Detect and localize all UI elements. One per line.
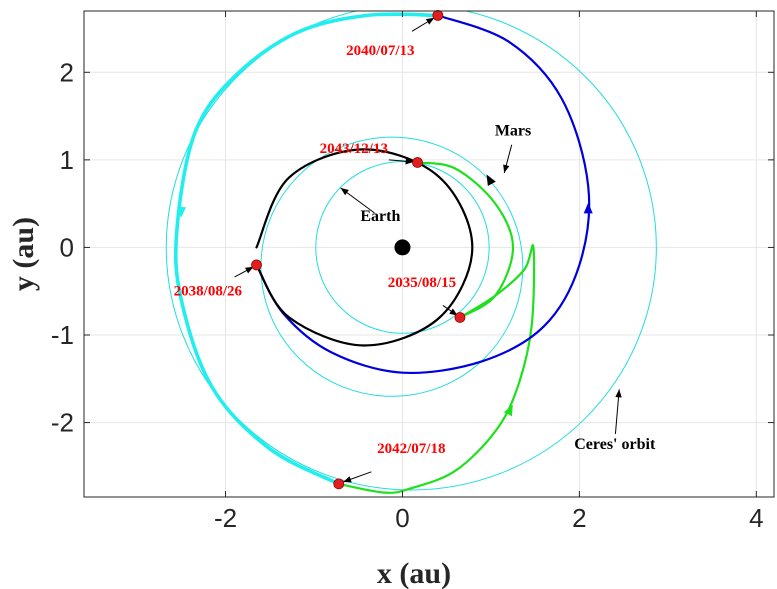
ceres-orbit bbox=[165, 11, 657, 491]
event-date-label: 2043/12/13 bbox=[320, 141, 388, 157]
annotation-label: Mars bbox=[495, 122, 531, 139]
event-point bbox=[454, 312, 466, 323]
transfer-legs bbox=[173, 12, 593, 494]
y-axis-label: y (au) bbox=[7, 217, 40, 291]
annotations: Earth Mars Ceres' orbit bbox=[340, 122, 656, 453]
y-tick-label: -1 bbox=[51, 320, 74, 350]
event-date-label: 2040/07/13 bbox=[346, 43, 414, 59]
event-arrow-head bbox=[425, 17, 435, 25]
event-point bbox=[412, 157, 423, 168]
earth-orbit bbox=[315, 161, 490, 334]
transfer-leg-4-arrow bbox=[486, 174, 496, 187]
event-date-label: 2042/07/18 bbox=[377, 441, 445, 457]
annotation-arrow-head bbox=[340, 187, 349, 196]
sun-marker bbox=[394, 239, 411, 256]
event-date-label: 2035/08/15 bbox=[388, 275, 456, 291]
axes-background bbox=[84, 11, 774, 497]
y-tick-label: 2 bbox=[60, 57, 74, 87]
x-tick-label: 4 bbox=[749, 503, 763, 533]
ticks: -2 0 2 4 -2 -1 0 1 2 bbox=[51, 11, 774, 533]
y-tick-label: -2 bbox=[51, 408, 74, 438]
x-tick-label: 0 bbox=[395, 503, 409, 533]
axes-box bbox=[83, 10, 775, 498]
transfer-leg-1 bbox=[337, 244, 536, 494]
event-point bbox=[333, 478, 345, 490]
event-arrow-head bbox=[449, 308, 458, 316]
event-point bbox=[251, 259, 262, 271]
transfer-leg-3 bbox=[255, 14, 591, 375]
transfer-leg-1-arrow bbox=[503, 404, 513, 417]
annotation-arrow-head bbox=[503, 164, 510, 173]
grid bbox=[84, 11, 774, 497]
transfer-leg-4 bbox=[255, 148, 474, 347]
event-point bbox=[432, 9, 444, 21]
event-arrow-head bbox=[343, 476, 352, 483]
y-tick-label: 1 bbox=[60, 145, 74, 175]
event-arrow-head bbox=[405, 158, 414, 165]
x-tick-label: 2 bbox=[572, 503, 586, 533]
transfer-leg-3-arrow bbox=[583, 202, 593, 214]
event-date-label: 2038/08/26 bbox=[174, 284, 243, 300]
reference-orbits bbox=[165, 11, 657, 491]
y-tick-label: 0 bbox=[60, 232, 74, 262]
transfer-leg-5 bbox=[416, 161, 515, 319]
x-axis-label: x (au) bbox=[377, 557, 451, 589]
annotation-arrow-head bbox=[615, 389, 622, 398]
event-arrow-head bbox=[245, 266, 254, 274]
x-tick-label: -2 bbox=[214, 503, 237, 533]
events: 2035/08/15 2038/08/26 2040/07/13 2042/07/18… bbox=[174, 9, 466, 490]
annotation-label: Ceres' orbit bbox=[574, 436, 656, 453]
annotation-label: Earth bbox=[360, 208, 400, 225]
transfer-leg-2 bbox=[173, 12, 440, 486]
transfer-leg-2-arrow bbox=[177, 206, 187, 218]
